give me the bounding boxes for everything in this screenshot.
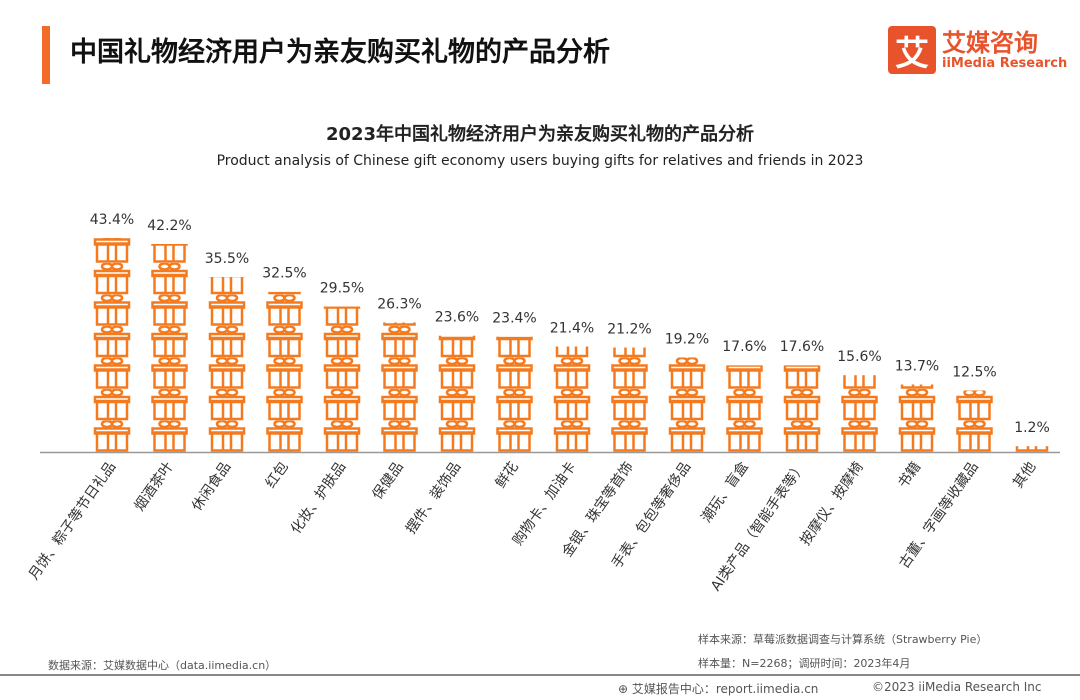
bar-7 [494,336,535,452]
data-label: 1.2% [1014,420,1050,436]
iimedia-logo: 艾 艾媒咨询 iiMedia Research [888,26,1067,74]
data-label: 32.5% [262,266,306,282]
copyright: ©2023 iiMedia Research Inc [872,680,1042,694]
data-label: 13.7% [895,358,939,374]
data-label: 43.4% [90,212,134,228]
bar-12 [782,365,822,452]
footer-divider [0,674,1080,676]
bar-11 [724,365,765,452]
category-label: 书籍 [894,459,924,492]
title-accent-bar [42,26,50,84]
sample-size: 样本量：N=2268；调研时间：2023年4月 [698,657,911,670]
bar-9 [609,347,650,452]
data-label: 17.6% [722,339,766,355]
bar-16 [1012,446,1052,452]
data-label: 17.6% [780,339,824,355]
data-label: 23.4% [492,311,536,327]
data-label: 19.2% [665,331,709,347]
bar-0 [92,238,132,452]
chart-title: 2023年中国礼物经济用户为亲友购买礼物的产品分析 [325,124,755,145]
chart-subtitle: Product analysis of Chinese gift economy… [216,153,864,169]
category-label: 购物卡、加油卡 [510,459,579,548]
data-label: 35.5% [205,251,249,267]
data-label: 21.2% [607,321,651,337]
bar-15 [954,390,995,452]
logo-en: iiMedia Research [942,55,1068,71]
category-label: 潮玩、盲盒 [698,459,752,526]
sample-source: 样本来源：草莓派数据调查与计算系统（Strawberry Pie） [698,633,988,646]
data-label: 15.6% [837,349,881,365]
category-label: 休闲食品 [188,459,234,515]
data-label: 21.4% [550,320,594,336]
bar-2 [207,276,247,452]
data-label: 42.2% [147,218,191,234]
bar-5 [379,322,420,452]
category-label: 红包 [263,459,292,491]
bar-10 [667,357,707,452]
bar-6 [437,335,477,452]
report-center: ⊕ 艾媒报告中心：report.iimedia.cn [618,680,818,697]
data-label: 26.3% [377,296,421,312]
bar-8 [552,346,592,452]
bar-14 [897,384,937,452]
category-label: 摆件、装饰品 [403,459,464,537]
page-title: 中国礼物经济用户为亲友购买礼物的产品分析 [70,37,610,68]
data-label: 29.5% [320,281,364,297]
category-label: 月饼、粽子等节日礼品 [25,459,119,583]
logo-cn: 艾媒咨询 [942,28,1038,57]
category-label: 按摩仪、按摩椅 [797,459,867,549]
category-label: 保健品 [370,459,407,503]
bar-1 [149,243,190,452]
data-source: 数据来源：艾媒数据中心（data.iimedia.cn） [48,659,277,672]
report-link: 艾媒报告中心：report.iimedia.cn [631,682,819,696]
bar-4 [322,306,362,452]
data-label: 23.6% [435,310,479,326]
bar-3 [264,291,305,452]
logo-mark: 艾 [888,26,936,74]
category-label: 其他 [1010,459,1039,491]
category-label: AI类产品（智能手表等） [707,459,809,595]
globe-icon: ⊕ [618,682,632,696]
category-label: 化妆、护肤品 [288,459,349,537]
data-label: 12.5% [952,364,996,380]
bar-13 [839,375,880,452]
category-label: 鲜花 [493,459,522,491]
category-label: 烟酒茶叶 [132,459,177,514]
